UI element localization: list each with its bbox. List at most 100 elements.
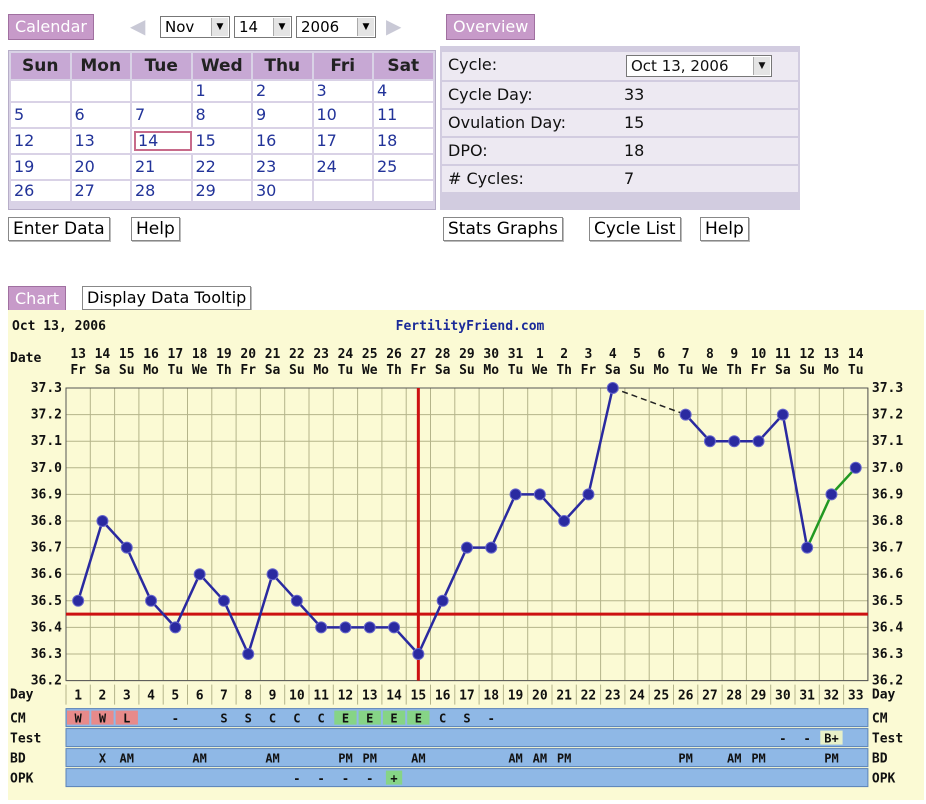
calendar-day-6[interactable]: 6 xyxy=(71,103,130,127)
cm-value: - xyxy=(172,712,179,726)
calendar-day-12[interactable]: 12 xyxy=(11,129,70,153)
calendar-day-13[interactable]: 13 xyxy=(71,129,130,153)
date-label: 29 xyxy=(459,347,475,362)
calendar-day-9[interactable]: 9 xyxy=(253,103,312,127)
y-tick-left: 36.8 xyxy=(31,514,62,529)
prev-month-arrow-icon[interactable]: ◀ xyxy=(130,14,146,38)
weekday-label: Fr xyxy=(70,363,86,378)
cycle-day-label: 13 xyxy=(362,689,378,704)
calendar-empty-cell xyxy=(374,181,433,201)
weekday-header: Mon xyxy=(71,53,130,79)
cycles-count-row: # Cycles: 7 xyxy=(442,166,798,192)
calendar-empty-cell xyxy=(313,181,372,201)
weekday-label: Sa xyxy=(95,363,111,378)
cm-value: C xyxy=(293,712,300,726)
cycle-day-label: Cycle Day: xyxy=(448,85,533,104)
cycle-select[interactable]: Oct 13, 2006 ▼ xyxy=(626,55,772,77)
overview-help-button[interactable]: Help xyxy=(700,217,749,241)
year-select[interactable]: 2006 ▼ xyxy=(296,16,376,38)
weekday-label: Su xyxy=(799,363,815,378)
enter-data-button[interactable]: Enter Data xyxy=(8,217,110,241)
stats-graphs-button[interactable]: Stats Graphs xyxy=(443,217,563,241)
temp-line-segment xyxy=(612,387,686,416)
temp-point xyxy=(460,541,473,554)
calendar-day-8[interactable]: 8 xyxy=(192,103,251,127)
calendar-day-16[interactable]: 16 xyxy=(253,129,312,153)
temp-point xyxy=(412,648,425,660)
calendar-day-30[interactable]: 30 xyxy=(253,181,312,201)
temp-point xyxy=(533,488,546,501)
calendar-day-14[interactable]: 14 xyxy=(132,129,194,153)
bd-value: AM xyxy=(727,752,741,766)
weekday-header: Tue xyxy=(132,53,191,79)
bd-row-label-right: BD xyxy=(872,752,888,767)
calendar-day-21[interactable]: 21 xyxy=(132,155,191,179)
calendar-day-3[interactable]: 3 xyxy=(313,81,372,101)
weekday-label: We xyxy=(702,363,718,378)
test-row-label-right: Test xyxy=(872,732,903,747)
cycle-day-row: Cycle Day: 33 xyxy=(442,82,798,108)
calendar-help-button[interactable]: Help xyxy=(131,217,180,241)
cm-value: C xyxy=(439,712,446,726)
next-month-arrow-icon[interactable]: ▶ xyxy=(386,14,402,38)
date-label: 7 xyxy=(682,347,690,362)
day-row-label-right: Day xyxy=(872,688,896,703)
cycle-day-label: 24 xyxy=(629,689,645,704)
calendar-day-11[interactable]: 11 xyxy=(374,103,433,127)
calendar-day-7[interactable]: 7 xyxy=(132,103,191,127)
bd-value: PM xyxy=(338,752,352,766)
temp-line-segment xyxy=(538,493,566,522)
calendar-day-10[interactable]: 10 xyxy=(313,103,372,127)
calendar-day-24[interactable]: 24 xyxy=(313,155,372,179)
temp-line-segment xyxy=(271,573,298,602)
cm-row-label-right: CM xyxy=(872,712,888,727)
calendar-day-2[interactable]: 2 xyxy=(253,81,312,101)
date-label: 10 xyxy=(751,347,767,362)
temp-line-segment xyxy=(393,626,420,655)
cycle-day-label: 23 xyxy=(605,689,621,704)
calendar-day-5[interactable]: 5 xyxy=(11,103,70,127)
y-tick-left: 37.3 xyxy=(31,381,62,396)
calendar-day-28[interactable]: 28 xyxy=(132,181,191,201)
bd-row-label: BD xyxy=(10,752,26,767)
month-select[interactable]: Nov ▼ xyxy=(160,16,230,38)
calendar-day-19[interactable]: 19 xyxy=(11,155,70,179)
calendar-day-25[interactable]: 25 xyxy=(374,155,433,179)
date-label: 14 xyxy=(95,347,111,362)
calendar-day-4[interactable]: 4 xyxy=(374,81,433,101)
cycle-label: Cycle: xyxy=(448,55,498,74)
temp-point xyxy=(290,594,303,607)
cycle-day-label: 16 xyxy=(435,689,451,704)
temp-point xyxy=(801,541,814,554)
date-label: 13 xyxy=(70,347,86,362)
opk-value: + xyxy=(390,772,397,786)
calendar-day-17[interactable]: 17 xyxy=(313,129,372,153)
y-tick-left: 36.7 xyxy=(31,541,62,556)
y-tick-left: 36.2 xyxy=(31,674,62,689)
date-label: 21 xyxy=(265,347,281,362)
temp-line-segment xyxy=(587,387,614,495)
calendar-day-29[interactable]: 29 xyxy=(192,181,251,201)
calendar-day-18[interactable]: 18 xyxy=(374,129,433,153)
temp-line-segment xyxy=(830,466,857,496)
calendar-day-15[interactable]: 15 xyxy=(192,129,251,153)
calendar-day-27[interactable]: 27 xyxy=(71,181,130,201)
calendar-day-22[interactable]: 22 xyxy=(192,155,251,179)
calendar-day-26[interactable]: 26 xyxy=(11,181,70,201)
day-select[interactable]: 14 ▼ xyxy=(234,16,292,38)
display-data-tooltip-button[interactable]: Display Data Tooltip xyxy=(82,286,252,310)
temp-point xyxy=(558,515,571,527)
temp-line-segment xyxy=(150,599,177,629)
ovulation-day-value: 15 xyxy=(624,113,645,132)
calendar-day-23[interactable]: 23 xyxy=(253,155,312,179)
temp-line-segment xyxy=(101,520,128,549)
cycle-day-label: 33 xyxy=(848,689,864,704)
weekday-label: Sa xyxy=(435,363,451,378)
y-tick-left: 37.1 xyxy=(31,434,62,449)
calendar-empty-cell xyxy=(132,81,191,101)
cycle-list-button[interactable]: Cycle List xyxy=(589,217,681,241)
calendar-day-20[interactable]: 20 xyxy=(71,155,130,179)
calendar-day-1[interactable]: 1 xyxy=(192,81,251,101)
temp-point xyxy=(315,621,328,634)
temp-point xyxy=(217,594,230,607)
